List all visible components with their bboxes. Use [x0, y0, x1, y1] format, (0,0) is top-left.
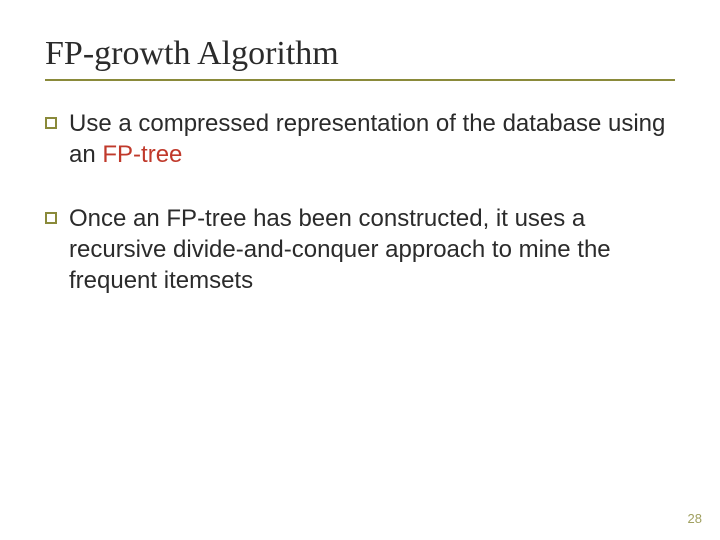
bullet-highlight: FP-tree [102, 141, 182, 168]
bullet-text: Once an FP-tree has been constructed, it… [69, 204, 675, 296]
page-number: 28 [688, 511, 702, 526]
bullet-icon [45, 117, 57, 129]
slide-title: FP-growth Algorithm [45, 35, 675, 73]
list-item: Once an FP-tree has been constructed, it… [45, 204, 675, 296]
slide: FP-growth Algorithm Use a compressed rep… [0, 0, 720, 540]
title-underline [45, 79, 675, 81]
bullet-text-pre: Once an FP-tree has been constructed, it… [69, 205, 611, 293]
bullet-text: Use a compressed representation of the d… [69, 109, 675, 170]
list-item: Use a compressed representation of the d… [45, 109, 675, 170]
bullet-list: Use a compressed representation of the d… [45, 109, 675, 297]
bullet-icon [45, 212, 57, 224]
